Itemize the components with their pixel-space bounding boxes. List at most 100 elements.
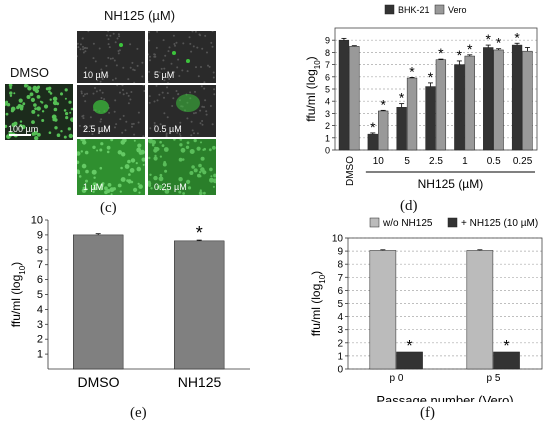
cell-texture-dot [107, 31, 110, 33]
significance-star: * [467, 41, 473, 57]
cell-dot [36, 95, 41, 99]
bar [435, 59, 447, 151]
cell-texture-dot [148, 31, 150, 34]
x-tick-label: 2.5 [429, 156, 443, 167]
bar [378, 110, 389, 151]
cell-texture-dot [127, 102, 130, 105]
infected-cell-dot [178, 177, 183, 182]
significance-star: * [406, 338, 412, 355]
panel-c-title: NH125 (µM) [104, 8, 176, 23]
cell-texture-dot [158, 71, 161, 74]
infected-cell-dot [92, 186, 97, 191]
y-tick-label: 9 [325, 36, 330, 46]
cell-texture-dot [193, 112, 195, 115]
cell-texture-dot [197, 75, 200, 78]
panel-e-letter: (e) [130, 405, 147, 421]
cell-texture-dot [160, 67, 163, 70]
cell-texture-dot [194, 111, 197, 114]
cell-texture-dot [153, 124, 156, 127]
infected-cell-dot [162, 162, 167, 167]
cell-texture-dot [84, 93, 86, 96]
cell-texture-dot [116, 37, 119, 40]
cell-texture-dot [179, 121, 182, 124]
cell-texture-dot [122, 89, 124, 91]
tile-label-2_5uM: 2.5 µM [83, 124, 111, 134]
infected-cell-dot [100, 142, 104, 146]
cell-texture-dot [206, 51, 208, 54]
cell-dot [37, 132, 41, 137]
cell-texture-dot [137, 121, 140, 124]
infected-cell-dot [186, 141, 190, 145]
infected-cell-dot [187, 186, 192, 190]
infected-cell-dot [127, 159, 131, 164]
bar [483, 47, 494, 151]
infected-cell-dot [99, 166, 103, 170]
infected-cell-dot [77, 160, 80, 165]
cell-texture-dot [108, 46, 111, 49]
cell-texture-dot [86, 92, 89, 95]
infected-cell-dot [92, 145, 96, 149]
legend-label: + NH125 (10 µM) [461, 218, 538, 229]
cell-texture-dot [173, 71, 176, 74]
cell-texture-dot [205, 110, 208, 113]
infected-cell-dot [138, 184, 143, 189]
cell-texture-dot [163, 112, 166, 115]
panel-f-letter: (f) [420, 405, 435, 421]
y-tick-label: 8 [325, 48, 330, 58]
cell-dot [60, 92, 63, 96]
cell-dot [5, 124, 8, 128]
cell-texture-dot [100, 68, 103, 71]
cell-texture-dot [149, 127, 152, 130]
plot-frame [347, 237, 543, 370]
cell-dot [19, 120, 23, 123]
cell-texture-dot [153, 53, 156, 56]
cell-texture-dot [103, 129, 105, 132]
legend-label: w/o NH125 [382, 218, 433, 229]
infected-cell-dot [130, 158, 136, 163]
cell-texture-dot [163, 67, 166, 70]
infected-cell-dot [200, 167, 205, 172]
cell-texture-dot [92, 57, 95, 60]
micrograph-10uM-image [77, 31, 145, 83]
cell-texture-dot [203, 81, 206, 83]
micrograph-5uM-image [148, 31, 216, 83]
cell-texture-dot [113, 110, 116, 113]
infected-cell-dot [200, 156, 205, 161]
x-tick-label: 0.5 [487, 156, 501, 167]
infected-cell-dot [203, 191, 206, 195]
cell-texture-dot [91, 133, 94, 136]
cell-texture-dot [133, 81, 136, 83]
cell-dot [64, 97, 67, 100]
cell-texture-dot [172, 97, 175, 100]
cell-texture-dot [82, 51, 85, 54]
cell-texture-dot [201, 47, 204, 50]
infected-cell-dot [212, 145, 216, 150]
bar [349, 46, 360, 151]
cell-texture-dot [192, 45, 195, 48]
tile-label-10uM: 10 µM [83, 70, 109, 80]
infected-cell-dot [104, 190, 108, 195]
cell-texture-dot [196, 46, 199, 49]
cell-texture-dot [111, 57, 114, 60]
cell-texture-dot [82, 45, 84, 48]
cell-dot [18, 98, 23, 103]
cell-dot [69, 111, 72, 114]
cell-texture-dot [194, 90, 196, 93]
cell-texture-dot [188, 36, 191, 39]
cell-texture-dot [92, 42, 95, 45]
cell-dot [48, 131, 52, 134]
y-axis-label: ffu/ml (log10) [309, 271, 327, 336]
cell-texture-dot [119, 118, 122, 121]
y-tick-label: 3 [337, 325, 343, 336]
cell-texture-dot [165, 132, 168, 135]
cell-texture-dot [176, 66, 179, 69]
cell-dot [39, 100, 42, 103]
infected-cell-dot [129, 168, 135, 173]
group-label: NH125 (µM) [418, 177, 484, 191]
infected-cell-dot [106, 150, 110, 154]
infected-cell-dot [199, 175, 202, 178]
cell-dot [52, 96, 58, 102]
cell-texture-dot [107, 43, 110, 46]
cell-texture-dot [153, 55, 156, 58]
cell-texture-dot [127, 78, 130, 81]
